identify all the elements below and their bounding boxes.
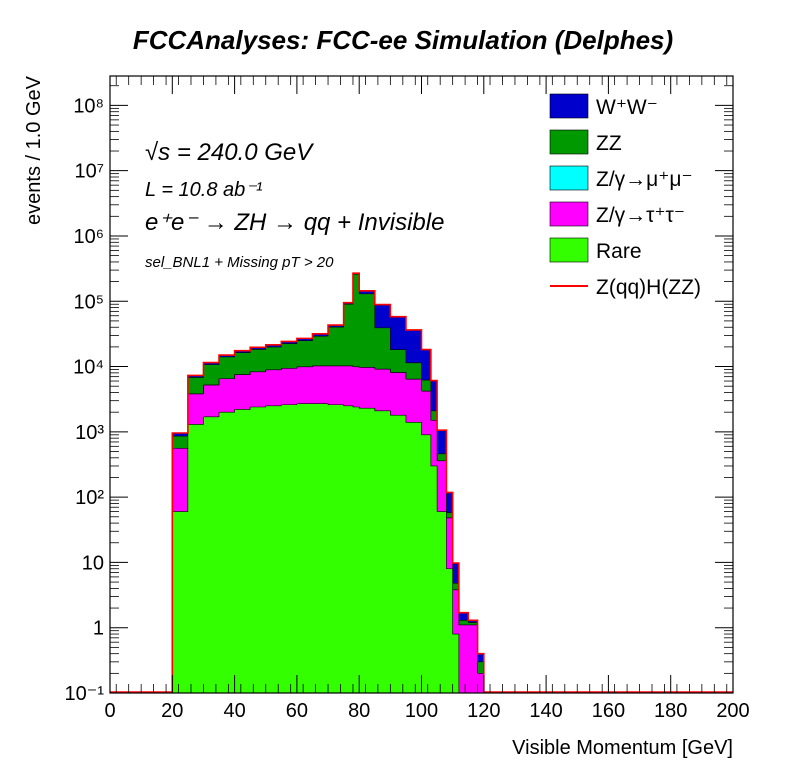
y-tick-label: 1 [93, 618, 104, 640]
y-axis-label: events / 1.0 GeV [23, 75, 45, 225]
luminosity-annotation: L = 10.8 ab⁻¹ [145, 179, 263, 201]
x-tick-label: 120 [467, 700, 500, 722]
axes: 0 20 40 60 80 100 120 140 160 180 200 10⁻¹ 1 10 10² 10³… [65, 76, 750, 722]
x-tick-label: 20 [161, 700, 183, 722]
legend-swatch [549, 93, 589, 119]
y-tick-label: 10⁷ [75, 161, 104, 183]
legend-swatch [549, 201, 589, 227]
legend-label: Z(qq)H(ZZ) [596, 276, 701, 299]
x-tick-label: 200 [716, 700, 749, 722]
signal-line [110, 272, 733, 693]
y-tick-label: 10³ [75, 422, 104, 444]
legend: W⁺W⁻ ZZ Z/γ→μ⁺μ⁻ Z/γ→τ⁺τ⁻ Rare Z(qq)H(ZZ) [549, 93, 701, 299]
legend-swatch [549, 165, 589, 191]
y-tick-label: 10⁻¹ [65, 683, 105, 705]
y-tick-label: 10⁵ [73, 291, 104, 313]
x-tick-label: 160 [592, 700, 625, 722]
x-tick-label: 80 [348, 700, 370, 722]
legend-label: W⁺W⁻ [596, 96, 658, 119]
y-tick-label: 10 [82, 552, 104, 574]
legend-swatch [549, 237, 589, 263]
x-tick-label: 100 [405, 700, 438, 722]
x-tick-label: 60 [286, 700, 308, 722]
sqrt-s-annotation: √s = 240.0 GeV [145, 139, 314, 166]
legend-label: Z/γ→μ⁺μ⁻ [596, 168, 693, 191]
y-tick-label: 10⁸ [73, 95, 104, 117]
x-axis-label: Visible Momentum [GeV] [512, 737, 733, 759]
legend-label: Z/γ→τ⁺τ⁻ [596, 204, 685, 227]
x-tick-label: 0 [104, 700, 115, 722]
legend-label: ZZ [596, 132, 622, 155]
y-tick-label: 10⁴ [73, 357, 104, 379]
x-tick-label: 180 [654, 700, 687, 722]
process-annotation: e⁺e⁻ → ZH → qq + Invisible [145, 209, 444, 236]
selection-annotation: sel_BNL1 + Missing pT > 20 [145, 254, 334, 271]
legend-label: Rare [596, 240, 642, 263]
chart-title: FCCAnalyses: FCC-ee Simulation (Delphes) [133, 25, 673, 55]
x-tick-label: 140 [529, 700, 562, 722]
x-tick-label: 40 [223, 700, 245, 722]
y-tick-label: 10² [75, 487, 104, 509]
series-area-0 [172, 403, 484, 694]
legend-swatch [549, 129, 589, 155]
y-tick-label: 10⁶ [74, 226, 104, 248]
stacked-histogram [110, 272, 733, 694]
